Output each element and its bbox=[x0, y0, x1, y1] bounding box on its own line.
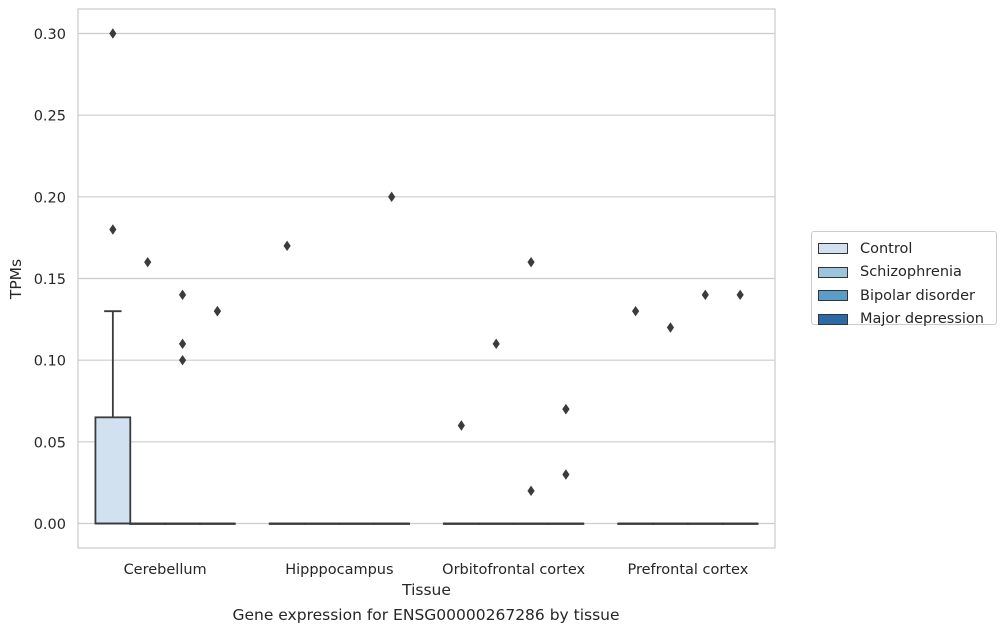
y-tick-label: 0.30 bbox=[34, 27, 66, 43]
legend-label: Bipolar disorder bbox=[860, 287, 975, 304]
outlier-point bbox=[527, 485, 535, 497]
outlier-point bbox=[457, 420, 465, 431]
y-axis-label: TPMs bbox=[7, 259, 25, 300]
outlier-point bbox=[178, 354, 187, 366]
outlier-point bbox=[109, 28, 117, 39]
outlier-point bbox=[388, 191, 396, 203]
y-tick-labels: 0.00 0.05 0.10 0.15 0.20 0.25 0.30 bbox=[34, 27, 66, 533]
outlier-point bbox=[213, 305, 221, 317]
legend-label: Control bbox=[860, 240, 913, 257]
y-tick-label: 0.05 bbox=[34, 435, 66, 451]
chart-caption: Gene expression for ENSG00000267286 by t… bbox=[232, 606, 620, 624]
y-tick-label: 0.00 bbox=[34, 517, 66, 533]
box-marks bbox=[94, 310, 759, 525]
outlier-point bbox=[736, 289, 744, 301]
legend-swatch bbox=[818, 243, 848, 255]
legend-item-control: Control bbox=[818, 237, 996, 261]
legend-swatch bbox=[818, 313, 848, 325]
outlier-point bbox=[666, 322, 675, 333]
legend: Control Schizophrenia Bipolar disorder M… bbox=[811, 231, 997, 327]
y-tick-label: 0.20 bbox=[34, 190, 66, 206]
outlier-point bbox=[562, 469, 570, 480]
legend-item-major-depression: Major depression bbox=[818, 308, 996, 332]
x-tick-label: Orbitofrontal cortex bbox=[442, 562, 585, 578]
x-tick-label: Hipppocampus bbox=[285, 562, 393, 578]
x-tick-labels: Cerebellum Hipppocampus Orbitofrontal cort… bbox=[124, 562, 749, 578]
x-tick-label: Prefrontal cortex bbox=[627, 562, 748, 578]
legend-item-schizophrenia: Schizophrenia bbox=[818, 261, 996, 285]
box bbox=[94, 416, 132, 525]
outlier-point bbox=[178, 338, 187, 350]
outlier-point bbox=[283, 240, 291, 252]
legend-label: Schizophrenia bbox=[860, 264, 962, 281]
outlier-point bbox=[178, 289, 187, 301]
plot-area bbox=[77, 8, 776, 549]
outlier-point bbox=[144, 256, 152, 268]
outlier-point bbox=[527, 256, 535, 268]
y-tick-label: 0.25 bbox=[34, 109, 66, 125]
outlier-point bbox=[632, 305, 640, 317]
legend-item-bipolar-disorder: Bipolar disorder bbox=[818, 284, 996, 308]
outlier-point bbox=[701, 289, 709, 301]
legend-label: Major depression bbox=[860, 311, 984, 328]
legend-swatch bbox=[818, 290, 848, 302]
grid-lines bbox=[78, 32, 775, 525]
x-axis-label: Tissue bbox=[401, 581, 451, 599]
outlier-point bbox=[562, 403, 570, 415]
outlier-marks bbox=[109, 28, 744, 497]
y-tick-label: 0.10 bbox=[34, 354, 66, 370]
x-tick-label: Cerebellum bbox=[124, 562, 207, 578]
outlier-point bbox=[492, 338, 500, 350]
outlier-point bbox=[109, 224, 117, 235]
legend-swatch bbox=[818, 266, 848, 278]
y-tick-label: 0.15 bbox=[34, 272, 66, 288]
